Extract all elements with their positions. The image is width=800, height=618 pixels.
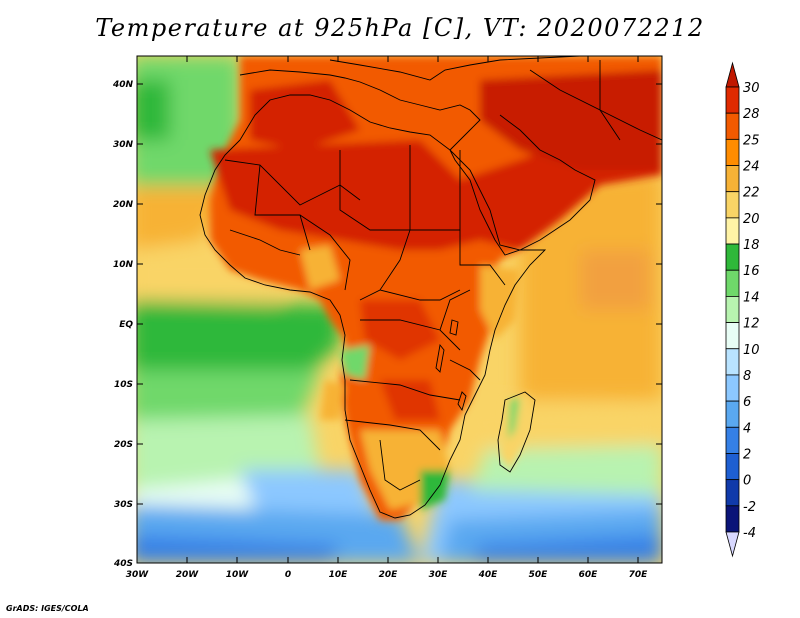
lat-label: 10N [113,260,134,270]
lat-label: 40N [112,80,134,90]
colorbar-label: 14 [743,290,760,305]
lat-label: 20N [113,200,134,210]
colorbar-segment [725,426,740,454]
lon-label: 0 [285,570,291,580]
colorbar-label: 28 [743,107,760,122]
colorbar-segment [725,479,740,507]
footer-credit: GrADS: IGES/COLA [6,604,89,613]
lon-label: 70E [629,570,649,580]
colorbar-segment [725,243,740,271]
map-title: Temperature at 925hPa [C], VT: 202007221… [95,14,705,42]
lon-label: 10E [329,570,349,580]
map-frame [136,55,663,564]
temperature-field [137,56,662,563]
colorbar-segment [725,112,740,140]
coastlines [199,56,662,519]
colorbar-segment [725,269,740,297]
colorbar-label: 12 [743,317,760,332]
colorbar-label: 16 [743,264,760,279]
lon-label: 20W [176,570,200,580]
lat-label: 30S [114,500,133,510]
lon-label: 60E [579,570,599,580]
colorbar-label: 20 [743,212,760,227]
lon-label: 50E [529,570,549,580]
colorbar-segment [725,217,740,245]
colorbar-label: 25 [743,133,760,148]
colorbar-label: 8 [743,369,751,384]
lat-label: 10S [114,380,133,390]
colorbar-segment [725,400,740,428]
colorbar-segment [725,322,740,350]
colorbar-label: 18 [743,238,760,253]
colorbar-label: 30 [743,81,760,96]
colorbar-segment [725,453,740,481]
lon-label: 10W [226,570,250,580]
colorbar-label: 22 [743,186,760,201]
colorbar-label: 24 [743,160,760,175]
colorbar-segment [725,348,740,376]
lon-label: 30E [429,570,449,580]
colorbar-bottom-arrow [725,531,740,558]
lon-label: 40E [478,570,499,580]
colorbar-label: 2 [743,447,751,462]
lat-label: EQ [119,320,133,330]
colorbar-label: -2 [743,500,756,515]
colorbar-segment [725,138,740,166]
colorbar-label: 10 [743,343,760,358]
colorbar-segment [725,86,740,114]
lat-label: 40S [113,559,133,569]
colorbar-label: 0 [743,474,751,489]
lat-label: 30N [113,140,134,150]
colorbar-segment [725,505,740,533]
colorbar-label: -4 [743,526,756,541]
colorbar-segment [725,191,740,219]
lon-label: 20E [379,570,399,580]
colorbar-label: 6 [743,395,751,410]
lon-label: 30W [126,570,150,580]
lat-label: 20S [114,440,133,450]
colorbar-top-arrow [725,61,740,88]
colorbar-segment [725,165,740,193]
colorbar-label: 4 [743,421,751,436]
colorbar-segment [725,374,740,402]
colorbar-segment [725,296,740,323]
axis-ticks [136,56,662,564]
